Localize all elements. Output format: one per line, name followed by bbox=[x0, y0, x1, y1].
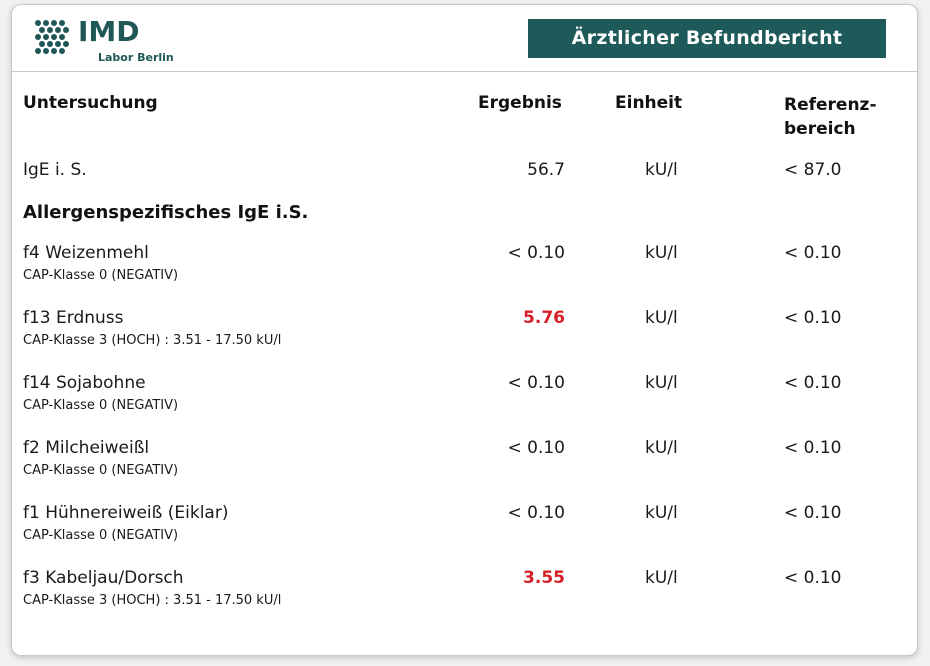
allergen-reference: < 0.10 bbox=[784, 568, 842, 588]
total-ige-unit: kU/l bbox=[645, 160, 678, 180]
column-header-ref-line2: bereich bbox=[784, 119, 856, 139]
total-ige-result: 56.7 bbox=[527, 160, 565, 180]
logo-subtitle: Labor Berlin bbox=[98, 51, 174, 64]
allergen-result: < 0.10 bbox=[507, 438, 566, 458]
logo-wordmark: IMD bbox=[78, 15, 140, 48]
allergen-result-high: 3.55 bbox=[523, 568, 565, 588]
cap-class: CAP-Klasse 0 (NEGATIV) bbox=[23, 268, 179, 283]
column-header-einheit: Einheit bbox=[615, 93, 683, 113]
allergen-name: f13 Erdnuss bbox=[23, 308, 124, 328]
cap-class: CAP-Klasse 3 (HOCH) : 3.51 - 17.50 kU/l bbox=[23, 333, 282, 348]
allergen-unit: kU/l bbox=[645, 503, 678, 523]
allergen-name: f3 Kabeljau/Dorsch bbox=[23, 568, 184, 588]
allergen-reference: < 0.10 bbox=[784, 308, 842, 328]
report-card: IMD Labor Berlin Ärztlicher Befundberich… bbox=[11, 4, 918, 656]
imd-logo: IMD Labor Berlin bbox=[34, 15, 234, 67]
total-ige-name: IgE i. S. bbox=[23, 160, 87, 180]
allergen-unit: kU/l bbox=[645, 243, 678, 263]
column-header-referenzbereich: Referenz- bereich bbox=[784, 93, 877, 141]
allergen-unit: kU/l bbox=[645, 373, 678, 393]
allergen-reference: < 0.10 bbox=[784, 503, 842, 523]
allergen-result: < 0.10 bbox=[507, 243, 566, 263]
allergen-reference: < 0.10 bbox=[784, 373, 842, 393]
allergen-unit: kU/l bbox=[645, 568, 678, 588]
allergen-result: < 0.10 bbox=[507, 503, 566, 523]
allergen-name: f4 Weizenmehl bbox=[23, 243, 149, 263]
allergen-unit: kU/l bbox=[645, 438, 678, 458]
column-header-ref-line1: Referenz- bbox=[784, 95, 877, 115]
allergen-name: f2 Milcheiweißl bbox=[23, 438, 150, 458]
report-header: IMD Labor Berlin Ärztlicher Befundberich… bbox=[12, 5, 917, 72]
section-title: Allergenspezifisches IgE i.S. bbox=[23, 202, 309, 223]
allergen-name: f1 Hühnereiweiß (Eiklar) bbox=[23, 503, 229, 523]
allergen-unit: kU/l bbox=[645, 308, 678, 328]
total-ige-reference: < 87.0 bbox=[784, 160, 842, 180]
allergen-reference: < 0.10 bbox=[784, 438, 842, 458]
allergen-name: f14 Sojabohne bbox=[23, 373, 146, 393]
allergen-reference: < 0.10 bbox=[784, 243, 842, 263]
cap-class: CAP-Klasse 0 (NEGATIV) bbox=[23, 398, 179, 413]
allergen-result-high: 5.76 bbox=[523, 308, 565, 328]
column-header-untersuchung: Untersuchung bbox=[23, 93, 158, 113]
cap-class: CAP-Klasse 3 (HOCH) : 3.51 - 17.50 kU/l bbox=[23, 593, 282, 608]
cap-class: CAP-Klasse 0 (NEGATIV) bbox=[23, 463, 179, 478]
cap-class: CAP-Klasse 0 (NEGATIV) bbox=[23, 528, 179, 543]
allergen-result: < 0.10 bbox=[507, 373, 566, 393]
column-header-ergebnis: Ergebnis bbox=[478, 93, 562, 113]
logo-dots-icon bbox=[35, 20, 69, 54]
report-title: Ärztlicher Befundbericht bbox=[528, 19, 886, 58]
